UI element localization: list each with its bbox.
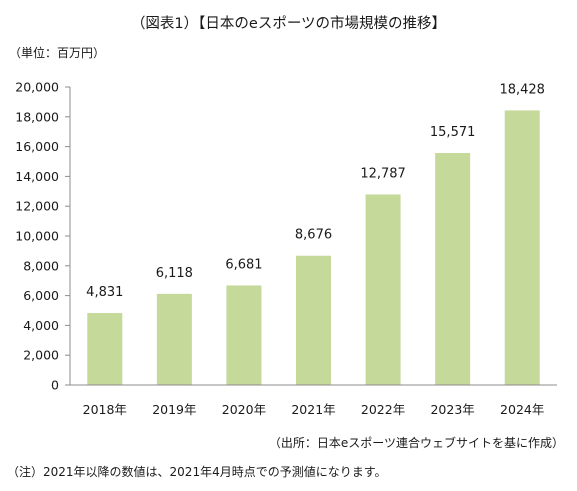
bar: [296, 255, 331, 385]
x-tick-label: 2022年: [361, 402, 405, 417]
data-label: 4,831: [86, 285, 123, 300]
y-tick-label: 16,000: [15, 139, 59, 154]
y-tick-label: 8,000: [23, 258, 59, 273]
y-tick-label: 18,000: [15, 109, 59, 124]
x-tick-label: 2021年: [291, 402, 335, 417]
y-tick-label: 4,000: [23, 318, 59, 333]
x-tick-label: 2020年: [222, 402, 266, 417]
y-tick-label: 10,000: [15, 229, 59, 244]
x-tick-label: 2019年: [152, 402, 196, 417]
bar: [156, 293, 192, 385]
data-label: 18,428: [499, 82, 545, 97]
bar: [226, 285, 262, 385]
footnote: （注）2021年以降の数値は、2021年4月時点での予測値になります。: [7, 465, 387, 479]
unit-label: （単位：百万円）: [9, 46, 106, 60]
bar: [365, 194, 401, 385]
data-label: 6,681: [225, 257, 262, 272]
y-tick-label: 6,000: [23, 288, 59, 303]
bars: 4,831 6,118 6,681 8,676 12,787 15,571 18,428: [86, 82, 545, 386]
y-tick-label: 2,000: [23, 348, 59, 363]
chart-title: （図表1）【日本のeスポーツの市場規模の推移】: [130, 16, 447, 32]
source-note: （出所：日本eスポーツ連合ウェブサイトを基に作成）: [268, 436, 564, 450]
x-tick-label: 2018年: [83, 402, 127, 417]
y-axis: 0 2,000 4,000 6,000 8,000 10,000 12,000 14,000 1…: [15, 80, 70, 393]
y-tick-label: 14,000: [15, 169, 59, 184]
bar: [87, 313, 123, 385]
x-tick-label: 2024年: [500, 402, 544, 417]
data-label: 8,676: [295, 228, 332, 243]
x-tick-label: 2023年: [430, 402, 474, 417]
bar: [435, 152, 471, 385]
y-tick-label: 12,000: [15, 199, 59, 214]
y-tick-label: 0: [51, 378, 59, 393]
data-label: 12,787: [360, 166, 406, 181]
data-label: 15,571: [430, 125, 476, 140]
x-axis: 2018年 2019年 2020年 2021年 2022年 2023年 2024年: [83, 402, 545, 417]
data-label: 6,118: [156, 266, 193, 281]
y-tick-label: 20,000: [15, 80, 59, 95]
bar: [504, 110, 540, 386]
